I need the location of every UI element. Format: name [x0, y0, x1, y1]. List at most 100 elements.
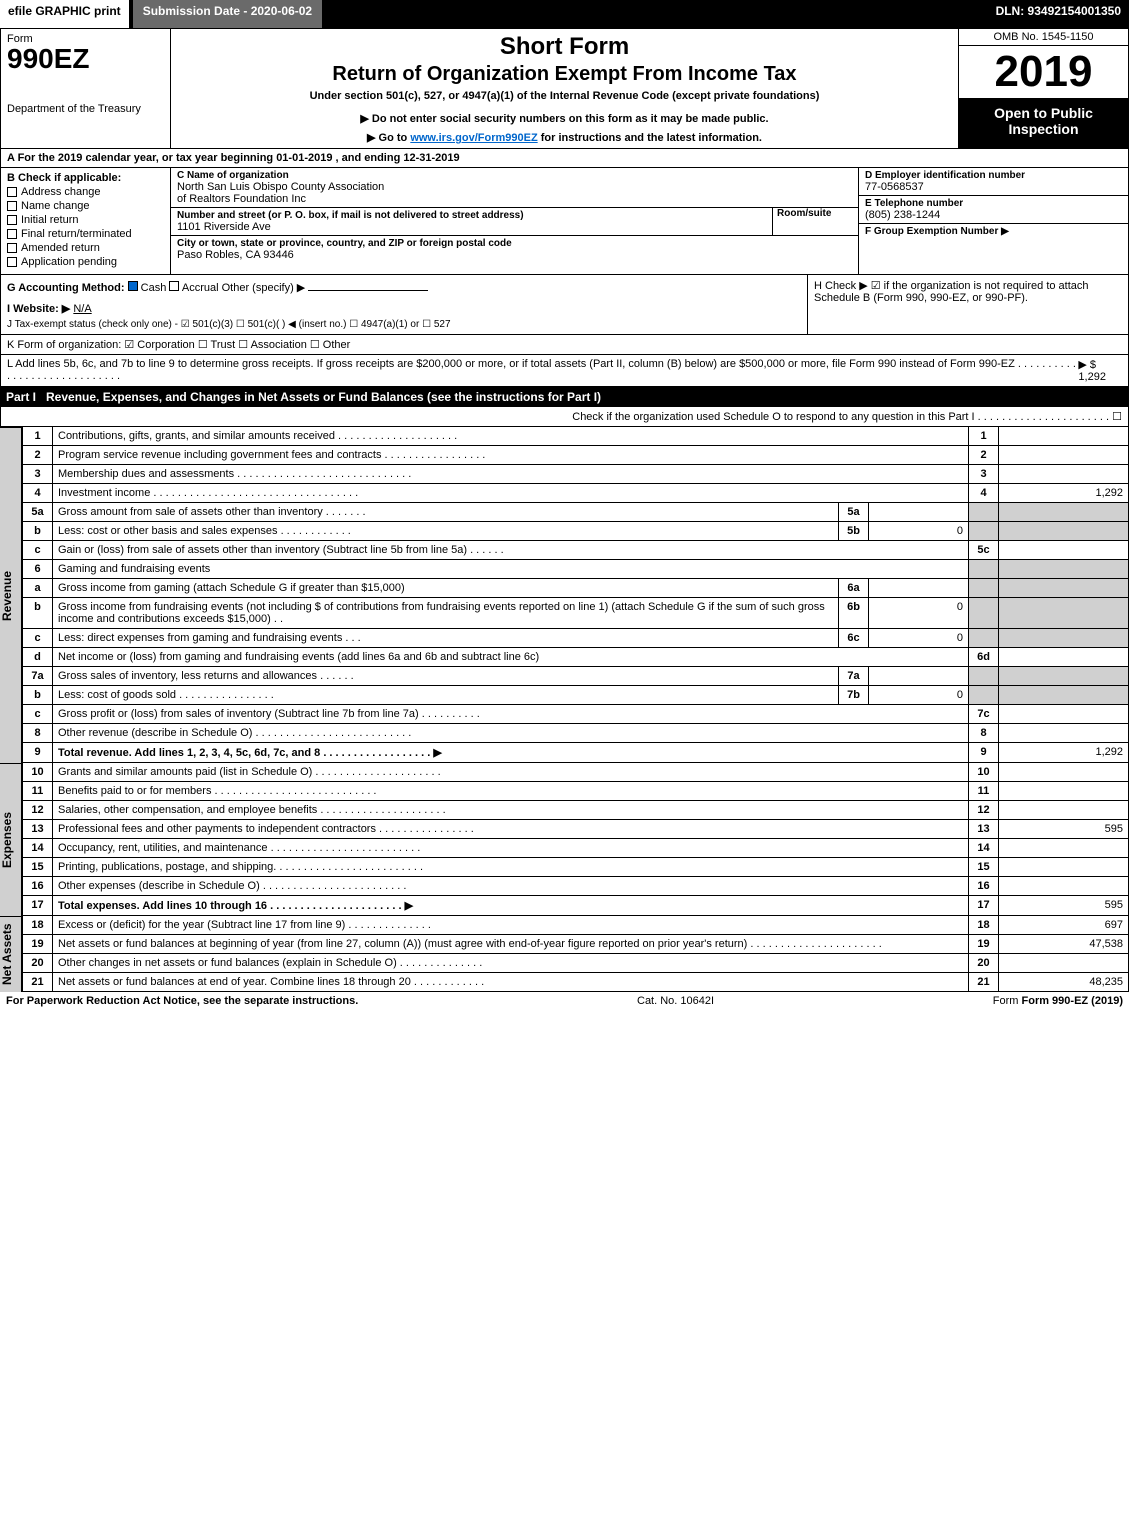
website-value: N/A — [73, 303, 91, 315]
line-7c: cGross profit or (loss) from sales of in… — [23, 705, 1129, 724]
org-name-1: North San Luis Obispo County Association — [177, 181, 852, 193]
revenue-side-label: Revenue — [0, 427, 22, 763]
line-3: 3Membership dues and assessments . . . .… — [23, 465, 1129, 484]
submission-date: Submission Date - 2020-06-02 — [133, 0, 322, 28]
column-g: G Accounting Method: Cash Accrual Other … — [1, 275, 808, 334]
part-1-title: Revenue, Expenses, and Changes in Net As… — [46, 390, 601, 404]
line-16: 16Other expenses (describe in Schedule O… — [23, 877, 1129, 896]
checkbox-amended-return[interactable] — [7, 243, 17, 253]
g-label: G Accounting Method: — [7, 282, 125, 294]
line-5c: cGain or (loss) from sale of assets othe… — [23, 541, 1129, 560]
c-addr-label: Number and street (or P. O. box, if mail… — [177, 210, 772, 221]
b-item-0: Address change — [21, 186, 101, 198]
line-1: 1Contributions, gifts, grants, and simil… — [23, 427, 1129, 446]
g-other-label: Other (specify) ▶ — [222, 282, 306, 294]
line-6b: bGross income from fundraising events (n… — [23, 598, 1129, 629]
revenue-section: Revenue 1Contributions, gifts, grants, a… — [0, 427, 1129, 763]
footer-right: Form Form 990-EZ (2019) — [993, 995, 1123, 1007]
telephone-value: (805) 238-1244 — [865, 209, 1122, 221]
g-other-input[interactable] — [308, 279, 428, 291]
org-name-2: of Realtors Foundation Inc — [177, 193, 852, 205]
revenue-table: 1Contributions, gifts, grants, and simil… — [22, 427, 1129, 763]
form-header: Form 990EZ Department of the Treasury Sh… — [0, 28, 1129, 149]
part-1-sub-text: Check if the organization used Schedule … — [572, 410, 1122, 423]
i-label: I Website: ▶ — [7, 303, 70, 315]
irs-link[interactable]: www.irs.gov/Form990EZ — [410, 132, 537, 144]
ein-value: 77-0568537 — [865, 181, 1122, 193]
line-5a: 5aGross amount from sale of assets other… — [23, 503, 1129, 522]
goto-text: ▶ Go to www.irs.gov/Form990EZ for instru… — [177, 131, 952, 144]
line-6a: aGross income from gaming (attach Schedu… — [23, 579, 1129, 598]
line-20: 20Other changes in net assets or fund ba… — [23, 954, 1129, 973]
tax-year: 2019 — [959, 46, 1128, 99]
g-opt-cash: Cash — [141, 282, 167, 294]
line-12: 12Salaries, other compensation, and empl… — [23, 801, 1129, 820]
row-k-form-org: K Form of organization: ☑ Corporation ☐ … — [0, 335, 1129, 355]
org-city: Paso Robles, CA 93446 — [177, 249, 852, 261]
row-g-h: G Accounting Method: Cash Accrual Other … — [0, 275, 1129, 335]
checkbox-address-change[interactable] — [7, 187, 17, 197]
line-7b: bLess: cost of goods sold . . . . . . . … — [23, 686, 1129, 705]
c-city-label: City or town, state or province, country… — [177, 238, 852, 249]
top-bar: efile GRAPHIC print Submission Date - 20… — [0, 0, 1129, 28]
b-item-3: Final return/terminated — [21, 228, 132, 240]
column-d-e-f: D Employer identification number 77-0568… — [858, 168, 1128, 274]
form-title-1: Short Form — [177, 33, 952, 61]
e-label: E Telephone number — [865, 198, 1122, 209]
f-label: F Group Exemption Number ▶ — [865, 226, 1122, 237]
line-21: 21Net assets or fund balances at end of … — [23, 973, 1129, 992]
line-11: 11Benefits paid to or for members . . . … — [23, 782, 1129, 801]
open-to-public-label: Open to Public Inspection — [959, 99, 1128, 148]
part-1-header: Part I Revenue, Expenses, and Changes in… — [0, 387, 1129, 407]
form-title-2: Return of Organization Exempt From Incom… — [177, 63, 952, 86]
checkbox-initial-return[interactable] — [7, 215, 17, 225]
line-17: 17Total expenses. Add lines 10 through 1… — [23, 896, 1129, 916]
line-19: 19Net assets or fund balances at beginni… — [23, 935, 1129, 954]
b-item-2: Initial return — [21, 214, 78, 226]
line-9-desc: Total revenue. Add lines 1, 2, 3, 4, 5c,… — [58, 747, 442, 759]
row-l-amount: ▶ $ 1,292 — [1078, 358, 1122, 383]
form-number: 990EZ — [7, 45, 164, 73]
g-opt-accrual: Accrual — [182, 282, 219, 294]
efile-print-label[interactable]: efile GRAPHIC print — [0, 0, 129, 28]
b-item-1: Name change — [21, 200, 90, 212]
checkbox-cash[interactable] — [128, 281, 138, 291]
line-18: 18Excess or (deficit) for the year (Subt… — [23, 916, 1129, 935]
column-c: C Name of organization North San Luis Ob… — [171, 168, 858, 274]
line-13: 13Professional fees and other payments t… — [23, 820, 1129, 839]
line-6c: cLess: direct expenses from gaming and f… — [23, 629, 1129, 648]
expenses-table: 10Grants and similar amounts paid (list … — [22, 763, 1129, 916]
row-a-tax-year: A For the 2019 calendar year, or tax yea… — [0, 149, 1129, 168]
block-b-c-d-e-f: B Check if applicable: Address change Na… — [0, 168, 1129, 275]
b-label: B Check if applicable: — [7, 172, 164, 184]
goto-post: for instructions and the latest informat… — [538, 132, 762, 144]
line-9: 9Total revenue. Add lines 1, 2, 3, 4, 5c… — [23, 743, 1129, 763]
line-6: 6Gaming and fundraising events — [23, 560, 1129, 579]
line-5b: bLess: cost or other basis and sales exp… — [23, 522, 1129, 541]
line-8: 8Other revenue (describe in Schedule O) … — [23, 724, 1129, 743]
row-l-gross-receipts: L Add lines 5b, 6c, and 7b to line 9 to … — [0, 355, 1129, 387]
line-7a: 7aGross sales of inventory, less returns… — [23, 667, 1129, 686]
b-item-5: Application pending — [21, 256, 117, 268]
line-6d: dNet income or (loss) from gaming and fu… — [23, 648, 1129, 667]
footer-left: For Paperwork Reduction Act Notice, see … — [6, 995, 358, 1007]
checkbox-final-return[interactable] — [7, 229, 17, 239]
row-j-tax-exempt: J Tax-exempt status (check only one) - ☑… — [7, 319, 801, 330]
checkbox-application-pending[interactable] — [7, 257, 17, 267]
d-label: D Employer identification number — [865, 170, 1122, 181]
line-2: 2Program service revenue including gover… — [23, 446, 1129, 465]
footer-form-no: Form 990-EZ (2019) — [1022, 995, 1123, 1007]
expenses-section: Expenses 10Grants and similar amounts pa… — [0, 763, 1129, 916]
under-section-text: Under section 501(c), 527, or 4947(a)(1)… — [177, 90, 952, 102]
checkbox-name-change[interactable] — [7, 201, 17, 211]
org-address: 1101 Riverside Ave — [177, 221, 772, 233]
column-h: H Check ▶ ☑ if the organization is not r… — [808, 275, 1128, 334]
line-4: 4Investment income . . . . . . . . . . .… — [23, 484, 1129, 503]
dln-number: DLN: 93492154001350 — [988, 0, 1129, 28]
page-footer: For Paperwork Reduction Act Notice, see … — [0, 992, 1129, 1010]
net-assets-side-label: Net Assets — [0, 916, 22, 992]
net-assets-table: 18Excess or (deficit) for the year (Subt… — [22, 916, 1129, 992]
checkbox-accrual[interactable] — [169, 281, 179, 291]
net-assets-section: Net Assets 18Excess or (deficit) for the… — [0, 916, 1129, 992]
line-10: 10Grants and similar amounts paid (list … — [23, 763, 1129, 782]
